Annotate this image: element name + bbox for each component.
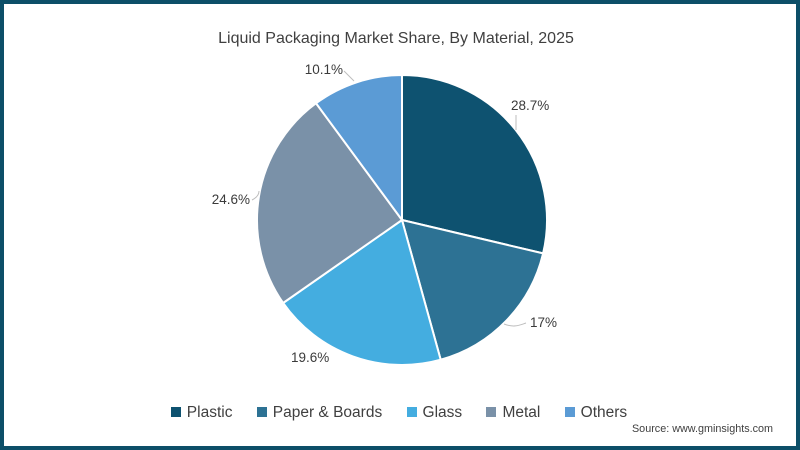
svg-text:10.1%: 10.1% — [305, 62, 343, 77]
svg-text:19.6%: 19.6% — [291, 350, 329, 365]
svg-text:28.7%: 28.7% — [511, 98, 549, 113]
svg-text:24.6%: 24.6% — [212, 192, 250, 207]
svg-text:17%: 17% — [530, 315, 557, 330]
